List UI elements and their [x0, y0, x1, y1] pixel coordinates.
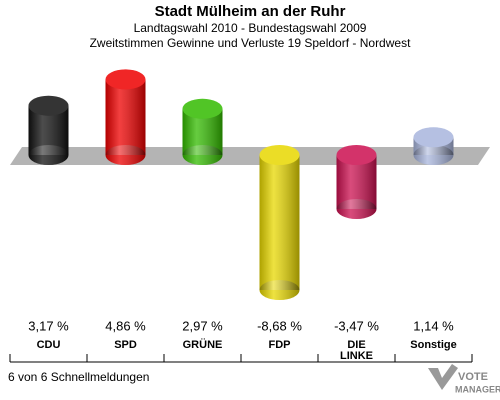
bar-top-light — [259, 145, 300, 165]
bar-top-light — [336, 145, 377, 165]
logo-text: MANAGER — [455, 384, 500, 394]
footer: 6 von 6 Schnellmeldungen — [8, 370, 149, 384]
x-tick-label: DIE LINKE — [340, 339, 373, 362]
x-tick-label: FDP — [269, 339, 291, 351]
bar-bottom-shade — [105, 145, 146, 165]
bar-shade — [105, 79, 146, 155]
logo-text: VOTE — [458, 371, 488, 383]
bar-top — [259, 145, 300, 165]
value-label: 1,14 % — [413, 318, 454, 333]
bar-top — [413, 127, 454, 148]
value-label: 3,17 % — [28, 318, 69, 333]
bar-top — [105, 69, 146, 90]
logo: VOTE MANAGER — [428, 364, 500, 394]
x-tick-label: Sonstige — [410, 339, 456, 351]
value-label: -3,47 % — [334, 318, 379, 333]
value-label: -8,68 % — [257, 318, 302, 333]
bar-top — [28, 95, 69, 116]
logo-icon — [428, 364, 458, 390]
x-tick-label: SPD — [114, 339, 137, 351]
chart-subtitle: Landtagswahl 2010 - Bundestagswahl 2009 — [134, 21, 367, 35]
bar-bottom-shade — [259, 280, 300, 300]
chart-title: Stadt Mülheim an der Ruhr — [155, 3, 346, 20]
bar-top-light — [413, 127, 454, 148]
bar-top-light — [182, 98, 223, 119]
bar-bottom-shade — [28, 145, 69, 165]
value-label: 4,86 % — [105, 318, 146, 333]
x-tick-label: CDU — [37, 339, 61, 351]
x-tick-label: GRÜNE — [183, 338, 223, 351]
bar-bottom-shade — [336, 198, 377, 219]
bar-top-light — [28, 95, 69, 116]
bar-shade — [259, 155, 300, 290]
value-label: 2,97 % — [182, 318, 223, 333]
bar-top — [336, 145, 377, 165]
bar-bottom-shade — [182, 145, 223, 165]
bar-bottom-shade — [413, 145, 454, 165]
bar-top-light — [105, 69, 146, 90]
bar-top — [182, 98, 223, 119]
chart-subtitle: Zweitstimmen Gewinne und Verluste 19 Spe… — [90, 36, 411, 50]
